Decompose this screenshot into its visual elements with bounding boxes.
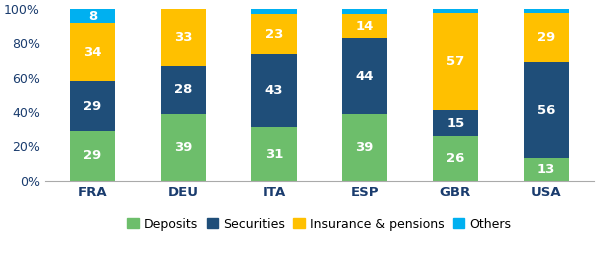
Text: 31: 31: [265, 148, 283, 161]
Bar: [161, 114, 206, 181]
Text: 14: 14: [356, 20, 374, 33]
Text: 15: 15: [446, 117, 465, 130]
Bar: [161, 66, 206, 114]
Text: 33: 33: [174, 31, 193, 44]
Text: 39: 39: [174, 141, 193, 154]
Bar: [523, 13, 569, 62]
Bar: [433, 13, 478, 110]
Bar: [251, 9, 297, 14]
Text: 56: 56: [537, 104, 556, 117]
Bar: [342, 9, 388, 14]
Bar: [523, 9, 569, 13]
Text: 34: 34: [83, 45, 102, 59]
Text: 43: 43: [265, 84, 283, 97]
Bar: [70, 9, 115, 23]
Bar: [433, 110, 478, 136]
Bar: [251, 54, 297, 128]
Bar: [70, 81, 115, 131]
Bar: [70, 131, 115, 181]
Bar: [342, 114, 388, 181]
Bar: [433, 9, 478, 13]
Text: 28: 28: [174, 83, 193, 96]
Bar: [523, 62, 569, 158]
Text: 13: 13: [537, 163, 556, 176]
Bar: [523, 158, 569, 181]
Bar: [161, 9, 206, 66]
Bar: [342, 38, 388, 114]
Text: 29: 29: [83, 149, 102, 162]
Text: 26: 26: [446, 152, 465, 165]
Text: 29: 29: [83, 100, 102, 112]
Bar: [70, 23, 115, 81]
Legend: Deposits, Securities, Insurance & pensions, Others: Deposits, Securities, Insurance & pensio…: [127, 218, 511, 231]
Bar: [251, 14, 297, 54]
Text: 44: 44: [355, 69, 374, 83]
Text: 29: 29: [537, 31, 556, 44]
Text: 23: 23: [265, 28, 283, 40]
Bar: [342, 14, 388, 38]
Text: 39: 39: [356, 141, 374, 154]
Bar: [251, 128, 297, 181]
Text: 8: 8: [88, 9, 97, 23]
Bar: [433, 136, 478, 181]
Text: 57: 57: [446, 55, 465, 68]
